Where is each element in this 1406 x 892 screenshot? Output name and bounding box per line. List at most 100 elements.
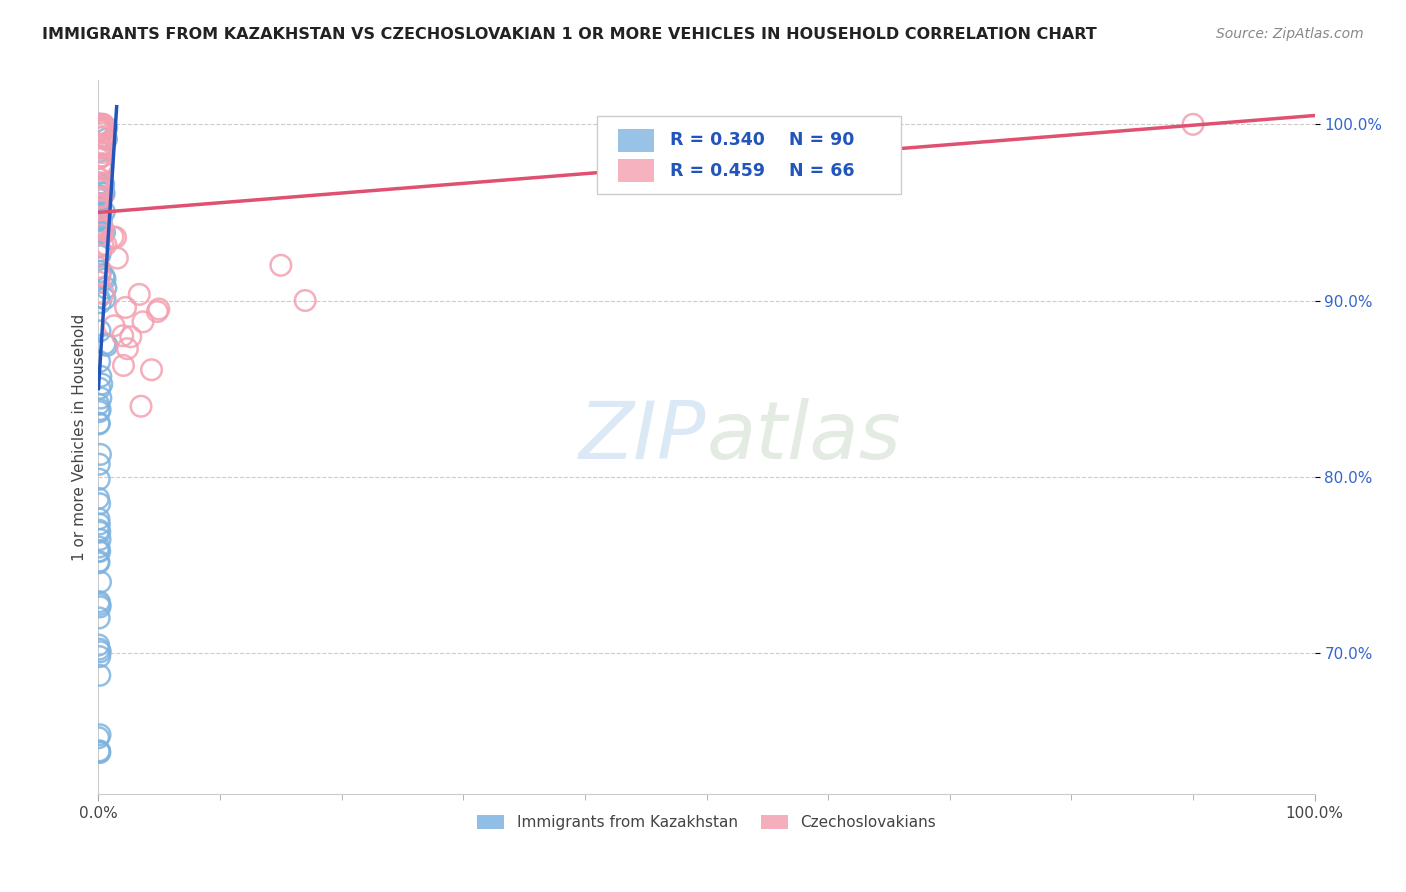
Point <box>87 178 110 193</box>
Point <box>89 268 111 283</box>
Point <box>141 363 163 377</box>
Point <box>89 222 111 236</box>
Point <box>90 214 112 228</box>
Point <box>93 204 115 219</box>
Point <box>89 533 111 547</box>
Point <box>89 244 111 258</box>
Point <box>94 237 117 252</box>
Point <box>89 611 111 625</box>
Point <box>89 247 111 261</box>
Point <box>89 202 111 217</box>
Point <box>87 540 110 554</box>
Point <box>87 208 110 222</box>
Point <box>89 404 111 418</box>
Point <box>104 230 127 244</box>
Point <box>89 416 111 430</box>
Point <box>91 219 114 234</box>
Point <box>93 178 115 192</box>
Point <box>89 145 111 159</box>
Point <box>90 158 112 172</box>
Text: R = 0.340    N = 90: R = 0.340 N = 90 <box>671 130 855 148</box>
Point <box>89 117 111 131</box>
Text: IMMIGRANTS FROM KAZAKHSTAN VS CZECHOSLOVAKIAN 1 OR MORE VEHICLES IN HOUSEHOLD CO: IMMIGRANTS FROM KAZAKHSTAN VS CZECHOSLOV… <box>42 27 1097 42</box>
Point <box>90 377 112 392</box>
Point <box>89 517 111 532</box>
Point <box>101 230 124 244</box>
Point <box>90 123 112 137</box>
Point <box>87 117 110 131</box>
Point <box>89 191 111 205</box>
Point <box>89 118 111 132</box>
Point <box>89 264 111 278</box>
Point <box>90 149 112 163</box>
Point <box>90 219 112 233</box>
Point <box>91 118 114 132</box>
Point <box>89 381 111 395</box>
Point <box>87 512 110 526</box>
Point <box>89 544 111 558</box>
Point <box>294 293 316 308</box>
Point <box>105 251 128 265</box>
Point <box>89 120 111 135</box>
Point <box>89 295 111 310</box>
Point <box>89 193 111 207</box>
Point <box>87 190 110 204</box>
Point <box>90 176 112 190</box>
Text: Source: ZipAtlas.com: Source: ZipAtlas.com <box>1216 27 1364 41</box>
Point <box>1182 117 1205 131</box>
Point <box>91 238 114 252</box>
Point <box>117 342 139 356</box>
Point <box>91 160 114 174</box>
Legend: Immigrants from Kazakhstan, Czechoslovakians: Immigrants from Kazakhstan, Czechoslovak… <box>471 809 942 836</box>
Point <box>93 286 115 301</box>
Point <box>91 189 114 203</box>
Point <box>90 207 112 221</box>
Point <box>120 330 142 344</box>
Point <box>114 301 136 315</box>
Point <box>90 149 112 163</box>
Point <box>89 746 111 760</box>
Point <box>91 137 114 152</box>
Point <box>112 359 135 373</box>
Point <box>89 599 111 614</box>
Point <box>89 212 111 227</box>
Point <box>94 292 117 306</box>
Point <box>90 150 112 164</box>
Point <box>87 556 110 570</box>
Point <box>93 225 115 239</box>
Text: R = 0.459    N = 66: R = 0.459 N = 66 <box>671 162 855 180</box>
Point <box>103 318 125 333</box>
Point <box>87 240 110 254</box>
Point <box>89 447 111 461</box>
Point <box>91 121 114 136</box>
Point <box>89 595 111 609</box>
Point <box>87 523 110 537</box>
Point <box>93 186 115 200</box>
Point <box>89 171 111 186</box>
Point <box>89 212 111 227</box>
Point <box>89 324 111 338</box>
Point <box>89 216 111 230</box>
Point <box>87 260 110 275</box>
Point <box>93 186 115 201</box>
Point <box>89 457 111 471</box>
Point <box>90 140 112 154</box>
Point <box>90 369 112 384</box>
Point <box>89 597 111 611</box>
Point <box>90 190 112 204</box>
Point <box>91 227 114 242</box>
Text: ZIP: ZIP <box>579 398 707 476</box>
Point <box>89 402 111 417</box>
Point <box>87 152 110 166</box>
Point <box>89 178 111 193</box>
Point <box>89 209 111 223</box>
Point <box>90 190 112 204</box>
Point <box>89 139 111 153</box>
Point <box>89 642 111 657</box>
Point <box>90 161 112 175</box>
Bar <box>617 128 654 152</box>
Point <box>87 417 110 431</box>
Point <box>129 399 152 413</box>
Point <box>89 472 111 486</box>
Point <box>111 328 134 343</box>
